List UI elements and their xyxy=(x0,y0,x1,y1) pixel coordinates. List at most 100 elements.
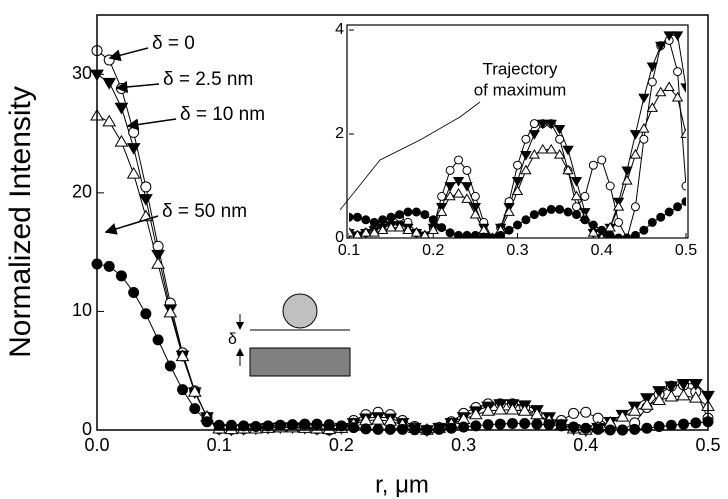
data-point xyxy=(555,134,565,144)
legend-arrow xyxy=(115,81,160,93)
data-point xyxy=(151,249,165,262)
data-point xyxy=(175,349,190,362)
data-point xyxy=(621,166,633,177)
data-point xyxy=(140,181,152,193)
data-point xyxy=(349,212,354,222)
legend-label: δ = 50 nm xyxy=(162,201,247,222)
data-point xyxy=(377,224,389,235)
data-point xyxy=(640,398,654,410)
data-point xyxy=(630,230,640,238)
data-point xyxy=(688,379,703,391)
schematic: δ xyxy=(228,293,351,377)
data-point xyxy=(213,419,225,431)
data-point xyxy=(673,202,683,212)
data-point xyxy=(452,176,465,187)
y-axis-label: Normalized Intensity xyxy=(4,86,37,358)
inset-series xyxy=(349,31,686,238)
data-point xyxy=(299,418,311,430)
data-point xyxy=(436,206,448,216)
data-point xyxy=(511,185,524,196)
data-point xyxy=(529,119,539,129)
data-point xyxy=(352,212,362,222)
data-point xyxy=(287,419,299,431)
data-point xyxy=(521,134,531,144)
data-point xyxy=(538,207,548,217)
data-point xyxy=(529,210,539,220)
data-point xyxy=(580,215,590,225)
data-point xyxy=(681,181,686,191)
data-point xyxy=(493,402,508,415)
data-point xyxy=(580,406,592,418)
x-tick-label: 0.3 xyxy=(506,242,528,259)
x-tick-label: 0.0 xyxy=(84,435,109,455)
data-point xyxy=(528,149,541,159)
data-point xyxy=(102,77,117,90)
y-tick-label: 20 xyxy=(72,182,92,202)
data-point xyxy=(638,93,650,104)
data-point xyxy=(445,165,455,175)
data-point xyxy=(545,143,557,154)
y-tick-label: 10 xyxy=(72,300,92,320)
data-point xyxy=(462,165,472,175)
data-point xyxy=(597,155,607,165)
data-point xyxy=(402,224,414,235)
data-point xyxy=(614,233,624,238)
data-point xyxy=(545,119,557,130)
data-point xyxy=(378,215,388,225)
data-point xyxy=(494,418,506,430)
data-point xyxy=(361,215,371,225)
x-tick-label: 0.5 xyxy=(695,435,720,455)
data-point xyxy=(665,419,677,431)
data-point xyxy=(568,407,580,419)
data-point xyxy=(580,191,590,201)
data-point xyxy=(629,149,642,159)
data-point xyxy=(102,114,117,127)
data-point xyxy=(664,381,679,394)
data-point xyxy=(349,227,355,237)
data-point xyxy=(487,233,497,238)
legend: δ = 0 δ = 2.5 nm δ = 10 nm δ = 50 nm xyxy=(104,33,265,235)
data-point xyxy=(605,181,615,191)
data-point xyxy=(520,150,532,161)
data-point xyxy=(655,86,667,97)
data-point xyxy=(553,149,566,159)
data-point xyxy=(128,286,140,298)
data-point xyxy=(410,227,423,237)
x-tick-label: 0.1 xyxy=(207,435,232,455)
data-point xyxy=(187,385,202,397)
legend-label: δ = 0 xyxy=(152,33,195,54)
data-point xyxy=(580,422,592,434)
data-point xyxy=(531,418,543,430)
data-point xyxy=(513,160,522,170)
data-point xyxy=(537,143,549,154)
data-point xyxy=(444,182,456,192)
x-tick-label: 0.2 xyxy=(329,435,354,455)
data-point xyxy=(553,124,566,135)
data-point xyxy=(681,197,686,207)
data-point xyxy=(521,215,531,225)
data-point xyxy=(676,388,691,401)
data-point xyxy=(470,191,480,201)
data-point xyxy=(663,31,675,41)
data-point xyxy=(562,145,574,156)
data-point xyxy=(528,130,541,140)
data-point xyxy=(680,128,686,138)
data-point xyxy=(671,91,684,102)
inset-annotation: of maximum xyxy=(474,80,567,99)
data-point xyxy=(126,166,141,179)
data-point xyxy=(655,41,667,52)
x-axis-label: r, μm xyxy=(375,471,429,498)
data-point xyxy=(652,386,666,398)
legend-label: δ = 2.5 nm xyxy=(163,69,253,90)
data-point xyxy=(519,417,531,429)
data-point xyxy=(555,420,567,432)
y-tick-label: 0 xyxy=(335,229,344,246)
data-point xyxy=(690,417,702,429)
data-point xyxy=(151,257,165,269)
data-point xyxy=(496,230,506,238)
data-point xyxy=(629,130,642,140)
data-point xyxy=(369,217,379,227)
data-point xyxy=(238,420,250,432)
data-point xyxy=(543,419,555,431)
